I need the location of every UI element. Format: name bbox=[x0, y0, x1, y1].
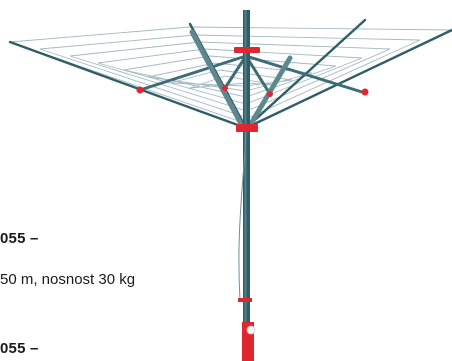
model-label-1: 055 – bbox=[0, 230, 39, 247]
pole-knob bbox=[246, 325, 256, 335]
left-support-rod bbox=[189, 29, 243, 125]
model-label-2: 055 – bbox=[0, 340, 39, 357]
right-support-rod bbox=[249, 55, 293, 125]
red-fittings bbox=[136, 47, 369, 361]
clothes-lines bbox=[9, 26, 452, 126]
pull-cord bbox=[238, 129, 247, 301]
spec-text-1: 50 m, nosnost 30 kg bbox=[0, 271, 136, 288]
